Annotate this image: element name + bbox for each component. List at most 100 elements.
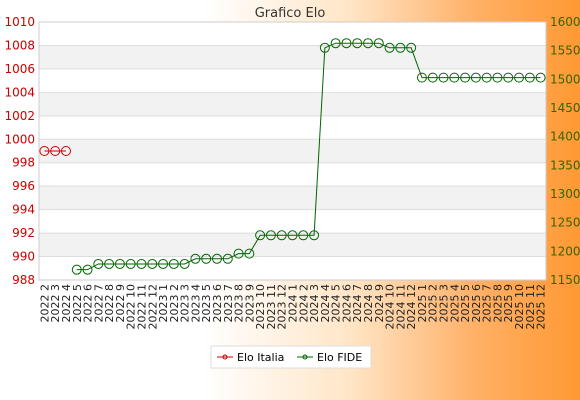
x-tick-label: 2022 6 bbox=[82, 284, 95, 323]
y-right-tick-label: 1350 bbox=[550, 158, 580, 172]
data-point bbox=[524, 72, 535, 83]
x-tick-label: 2023 11 bbox=[265, 284, 278, 330]
grid-band bbox=[39, 68, 546, 93]
y-right-tick-label: 1600 bbox=[550, 15, 580, 29]
data-point bbox=[363, 38, 374, 49]
data-point bbox=[309, 230, 320, 241]
x-tick-label: 2023 3 bbox=[179, 284, 192, 323]
data-point bbox=[104, 258, 115, 269]
x-tick-label: 2024 3 bbox=[308, 284, 321, 323]
data-point bbox=[427, 72, 438, 83]
data-point bbox=[514, 72, 525, 83]
data-point bbox=[481, 72, 492, 83]
x-tick-label: 2025 12 bbox=[535, 284, 548, 330]
data-point bbox=[114, 258, 125, 269]
plot-area: 988 990 992 994 996 998 1000 1002 1004 1006 1008 10… bbox=[4, 15, 580, 330]
y-right-tick-label: 1250 bbox=[550, 216, 580, 230]
data-point bbox=[50, 146, 61, 156]
data-point bbox=[190, 253, 201, 264]
x-tick-label: 2025 4 bbox=[448, 284, 461, 323]
x-tick-label: 2022 4 bbox=[60, 284, 73, 323]
x-tick-label: 2023 7 bbox=[222, 284, 235, 323]
data-point bbox=[341, 38, 352, 49]
y-left-tick-label: 996 bbox=[12, 179, 35, 193]
y-right-tick-label: 1150 bbox=[550, 273, 580, 287]
data-point bbox=[201, 253, 212, 264]
legend-label: Elo FIDE bbox=[317, 351, 362, 364]
x-tick-label: 2025 2 bbox=[427, 284, 440, 323]
grid-band bbox=[39, 233, 546, 257]
x-tick-label: 2022 8 bbox=[103, 284, 116, 323]
data-point bbox=[276, 230, 287, 241]
x-tick-label: 2024 1 bbox=[287, 284, 300, 323]
data-point bbox=[384, 42, 395, 53]
data-point bbox=[460, 72, 471, 83]
data-point bbox=[233, 248, 244, 259]
y-left-tick-label: 1006 bbox=[4, 62, 35, 76]
data-point bbox=[406, 42, 417, 53]
y-left-tick-label: 1010 bbox=[4, 15, 35, 29]
x-tick-label: 2024 10 bbox=[384, 284, 397, 330]
x-tick-label: 2023 1 bbox=[157, 284, 170, 323]
y-left-tick-label: 998 bbox=[12, 156, 35, 170]
x-tick-label: 2025 8 bbox=[491, 284, 504, 323]
data-point bbox=[492, 72, 503, 83]
grid-band bbox=[39, 209, 546, 234]
x-tick-label: 2025 7 bbox=[481, 284, 494, 323]
x-tick-label: 2024 11 bbox=[394, 284, 407, 330]
legend-box bbox=[210, 345, 372, 369]
data-point bbox=[211, 253, 222, 264]
y-left-tick-label: 994 bbox=[12, 203, 35, 217]
data-point bbox=[147, 258, 158, 269]
x-tick-label: 2025 11 bbox=[524, 284, 537, 330]
grid-band bbox=[39, 139, 546, 163]
data-point bbox=[535, 72, 546, 83]
x-tick-label: 2022 2 bbox=[38, 284, 51, 323]
grid-band bbox=[39, 186, 546, 210]
x-tick-label: 2023 5 bbox=[200, 284, 213, 323]
y-left-tick-label: 1000 bbox=[4, 132, 35, 146]
y-right-tick-label: 1500 bbox=[550, 72, 580, 86]
x-tick-label: 2025 5 bbox=[459, 284, 472, 323]
x-tick-label: 2022 3 bbox=[49, 284, 62, 323]
x-tick-label: 2024 2 bbox=[297, 284, 310, 323]
data-point bbox=[503, 72, 514, 83]
y-left-tick-label: 1004 bbox=[4, 85, 35, 99]
x-tick-label: 2023 8 bbox=[233, 284, 246, 323]
x-tick-label: 2025 1 bbox=[416, 284, 429, 323]
data-point bbox=[71, 264, 82, 275]
data-point bbox=[60, 146, 71, 156]
y-left-tick-label: 1002 bbox=[4, 109, 35, 123]
data-point bbox=[373, 38, 384, 49]
x-tick-label: 2024 12 bbox=[405, 284, 418, 330]
data-point bbox=[125, 258, 136, 269]
x-tick-label: 2024 4 bbox=[319, 284, 332, 323]
x-tick-label: 2024 5 bbox=[330, 284, 343, 323]
data-point bbox=[438, 72, 449, 83]
legend: Elo Italia Elo FIDE bbox=[210, 345, 372, 369]
x-tick-label: 2023 9 bbox=[243, 284, 256, 323]
data-point bbox=[449, 72, 460, 83]
x-tick-label: 2024 7 bbox=[351, 284, 364, 323]
x-tick-label: 2024 9 bbox=[373, 284, 386, 323]
data-point bbox=[168, 258, 179, 269]
y-right-tick-label: 1200 bbox=[550, 244, 580, 258]
data-point bbox=[93, 258, 104, 269]
x-tick-label: 2025 6 bbox=[470, 284, 483, 323]
y-right-tick-label: 1450 bbox=[550, 101, 580, 115]
x-tick-label: 2023 10 bbox=[254, 284, 267, 330]
x-tick-label: 2022 9 bbox=[114, 284, 127, 323]
grid-band bbox=[39, 92, 546, 116]
data-point bbox=[179, 258, 190, 269]
y-right-tick-label: 1400 bbox=[550, 130, 580, 144]
x-tick-label: 2023 2 bbox=[168, 284, 181, 323]
data-point bbox=[82, 264, 93, 275]
data-point bbox=[416, 72, 427, 83]
data-point bbox=[330, 38, 341, 49]
grid-band bbox=[39, 45, 546, 69]
x-tick-label: 2022 11 bbox=[135, 284, 148, 330]
grid-band bbox=[39, 162, 546, 187]
data-point bbox=[244, 248, 255, 259]
x-tick-label: 2022 5 bbox=[71, 284, 84, 323]
